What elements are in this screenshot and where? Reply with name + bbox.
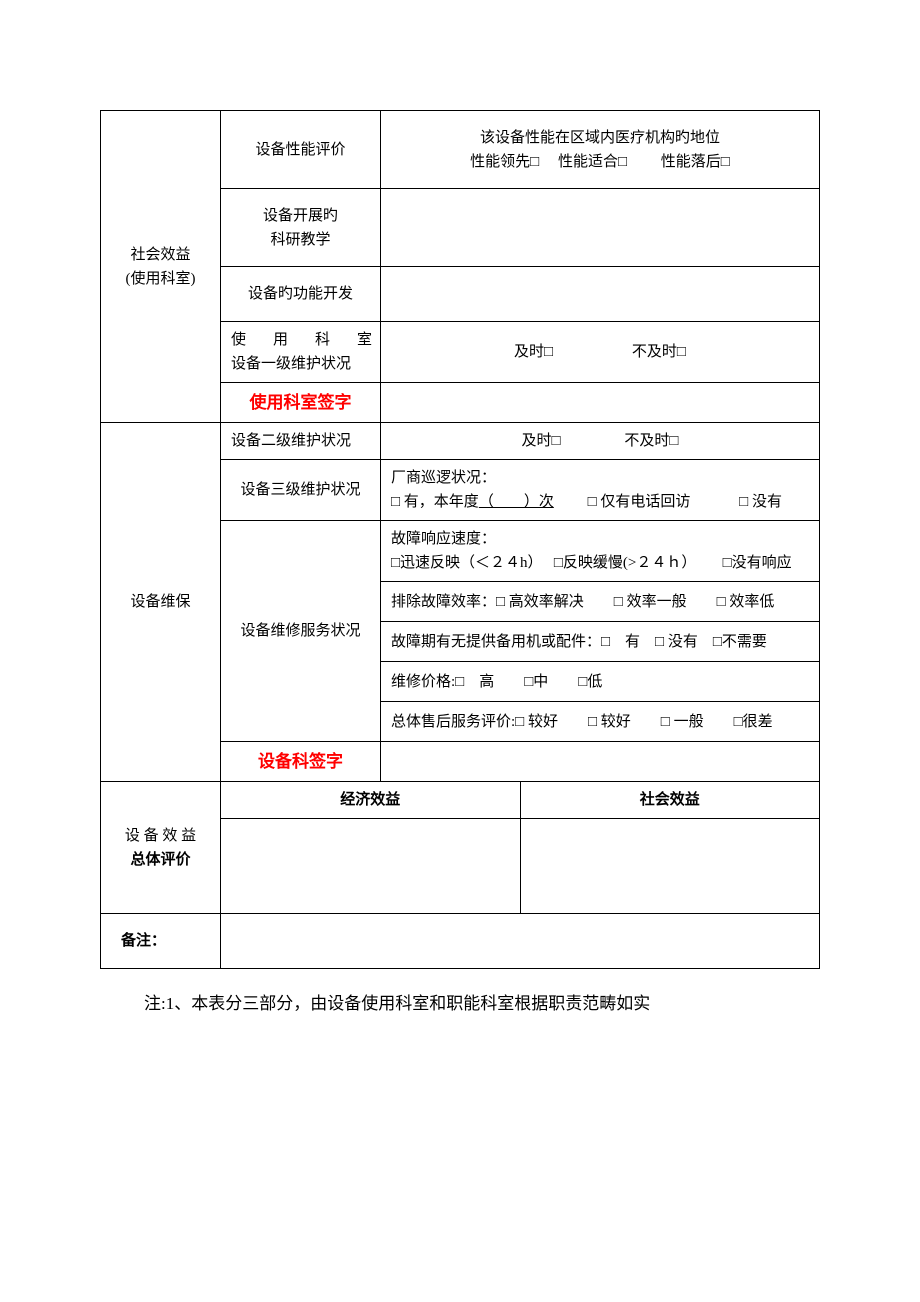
row-research-label: 设备开展旳 科研教学 (221, 189, 381, 267)
row-research-content (381, 189, 820, 267)
row-perf-eval-label: 设备性能评价 (221, 111, 381, 189)
maint1-opt1: 及时□ (514, 344, 553, 360)
maint3-opt2: □ 仅有电话回访 (588, 494, 691, 510)
repair-block4: 维修价格:□ 高 □中 □低 (381, 662, 820, 702)
section3-t2: 总体评价 (130, 852, 190, 868)
repair-block3: 故障期有无提供备用机或配件：□ 有 □ 没有 □不需要 (381, 622, 820, 662)
section1-title-l2: (使用科室) (126, 271, 196, 287)
row-function-content (381, 267, 820, 322)
section3-body-row (221, 819, 820, 914)
maint1-l2: 设备一级维护状况 (231, 356, 351, 372)
footer-note: 注:1、本表分三部分，由设备使用科室和职能科室根据职责范畴如实 (100, 989, 820, 1020)
repair-block1: 故障响应速度： □迅速反映（＜２４h） □反映缓慢(>２４ｈ） □没有响应 (381, 521, 820, 582)
repair-block2: 排除故障效率：□ 高效率解决 □ 效率一般 □ 效率低 (381, 582, 820, 622)
repair-b1-o1: □迅速反映（＜２４h） (391, 555, 535, 571)
maint2-opt2: 不及时□ (624, 433, 678, 449)
repair-block5: 总体售后服务评价:□ 较好 □ 较好 □ 一般 □很差 (381, 702, 820, 742)
repair-b1-o2: □反映缓慢(>２４ｈ） (554, 555, 689, 571)
section1-signature-label: 使用科室签字 (221, 383, 381, 423)
section2-signature-label: 设备科签字 (221, 742, 381, 782)
perf-opt3: 性能落后□ (661, 154, 730, 170)
maint3-opt1: □ 有，本年度 (391, 494, 479, 510)
section1-signature-content (381, 383, 820, 423)
section3-col1: 经济效益 (221, 782, 520, 818)
section3-col2: 社会效益 (520, 782, 819, 818)
maint1-opt2: 不及时□ (632, 344, 686, 360)
perf-eval-line1: 该设备性能在区域内医疗机构旳地位 (480, 130, 720, 146)
evaluation-table: 社会效益 (使用科室) 设备性能评价 该设备性能在区域内医疗机构旳地位 性能领先… (100, 110, 820, 969)
maint3-line1: 厂商巡逻状况： (391, 470, 496, 486)
row-maint1-label: 使 用 科 室 设备一级维护状况 (221, 322, 381, 383)
section4-label: 备注： (101, 914, 221, 969)
section3-cell1 (221, 819, 520, 913)
section4-content (221, 914, 820, 969)
row-maint3-content: 厂商巡逻状况： □ 有，本年度（ ）次 □ 仅有电话回访 □ 没有 (381, 460, 820, 521)
section2-signature-content (381, 742, 820, 782)
maint3-blank: （ ）次 (479, 494, 554, 510)
row-repair-label: 设备维修服务状况 (221, 521, 381, 742)
repair-b1-o3: □没有响应 (723, 555, 792, 571)
row-maint2-content: 及时□ 不及时□ (381, 423, 820, 460)
section2-title: 设备维保 (101, 423, 221, 782)
row-maint1-content: 及时□ 不及时□ (381, 322, 820, 383)
section3-cell2 (520, 819, 819, 913)
perf-opt2: 性能适合□ (558, 154, 627, 170)
repair-b1-l1: 故障响应速度： (391, 531, 496, 547)
maint2-opt1: 及时□ (522, 433, 561, 449)
section3-title: 设 备 效 益 总体评价 (101, 782, 221, 914)
research-l2: 科研教学 (270, 232, 330, 248)
maint3-opt3: □ 没有 (739, 494, 782, 510)
perf-opt1: 性能领先□ (470, 154, 539, 170)
row-function-label: 设备旳功能开发 (221, 267, 381, 322)
maint1-l1: 使 用 科 室 (231, 328, 372, 352)
section3-t1: 设 备 效 益 (125, 828, 196, 844)
section3-header-row: 经济效益 社会效益 (221, 782, 820, 819)
row-maint2-label: 设备二级维护状况 (221, 423, 381, 460)
research-l1: 设备开展旳 (263, 208, 338, 224)
section1-title-l1: 社会效益 (130, 247, 190, 263)
row-maint3-label: 设备三级维护状况 (221, 460, 381, 521)
section1-title: 社会效益 (使用科室) (101, 111, 221, 423)
row-perf-eval-content: 该设备性能在区域内医疗机构旳地位 性能领先□ 性能适合□ 性能落后□ (381, 111, 820, 189)
